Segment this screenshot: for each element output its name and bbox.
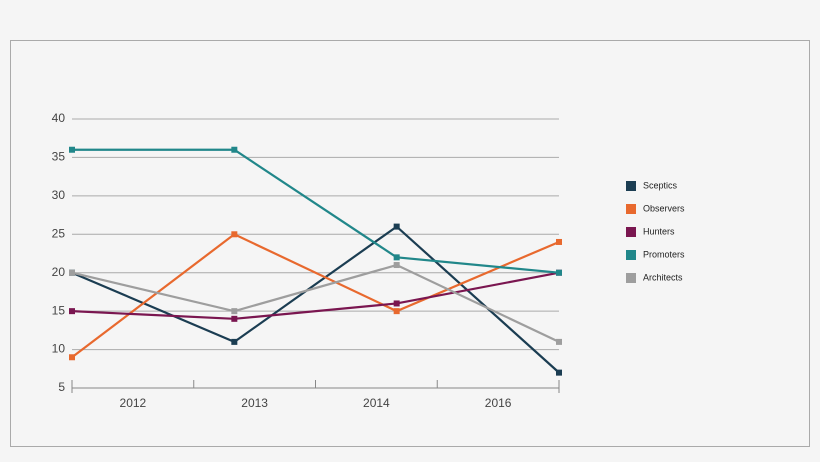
legend-swatch — [626, 181, 636, 191]
point — [69, 269, 75, 276]
y-tick-label: 30 — [52, 188, 66, 202]
legend-swatch — [626, 250, 636, 260]
point — [69, 146, 75, 153]
x-tick-label: 2016 — [485, 396, 512, 410]
point — [393, 254, 400, 261]
point — [69, 308, 75, 315]
legend-label: Observers — [643, 203, 685, 213]
point — [556, 338, 562, 345]
point — [231, 308, 238, 315]
legend-label: Promoters — [643, 249, 685, 259]
point — [69, 354, 75, 361]
point — [231, 146, 238, 153]
y-tick-label: 20 — [52, 265, 66, 279]
legend-label: Hunters — [643, 226, 675, 236]
y-tick-label: 25 — [52, 226, 66, 240]
y-tick-label: 35 — [52, 150, 66, 164]
x-tick-label: 2013 — [241, 396, 268, 410]
series-line — [71, 271, 560, 320]
x-tick-label: 2014 — [363, 396, 390, 410]
series-line — [71, 225, 560, 374]
point — [393, 308, 400, 315]
point — [231, 315, 238, 322]
legend-swatch — [626, 273, 636, 283]
legend-swatch — [626, 204, 636, 214]
point — [556, 238, 562, 245]
point — [556, 369, 562, 376]
y-tick-label: 5 — [58, 380, 65, 394]
series-line — [71, 233, 560, 359]
y-tick-label: 40 — [52, 111, 66, 125]
y-tick-label: 15 — [52, 303, 66, 317]
point — [393, 300, 400, 307]
point — [393, 223, 400, 230]
legend-label: Architects — [643, 272, 683, 282]
series-line — [72, 148, 560, 274]
legend-swatch — [626, 227, 636, 237]
point — [231, 338, 238, 345]
frame — [10, 40, 810, 447]
point — [556, 269, 562, 276]
x-tick-label: 2012 — [120, 396, 147, 410]
y-tick-label: 10 — [52, 342, 66, 356]
legend-label: Sceptics — [643, 180, 678, 190]
point — [231, 231, 238, 238]
series-line — [71, 263, 560, 343]
point — [393, 262, 400, 269]
